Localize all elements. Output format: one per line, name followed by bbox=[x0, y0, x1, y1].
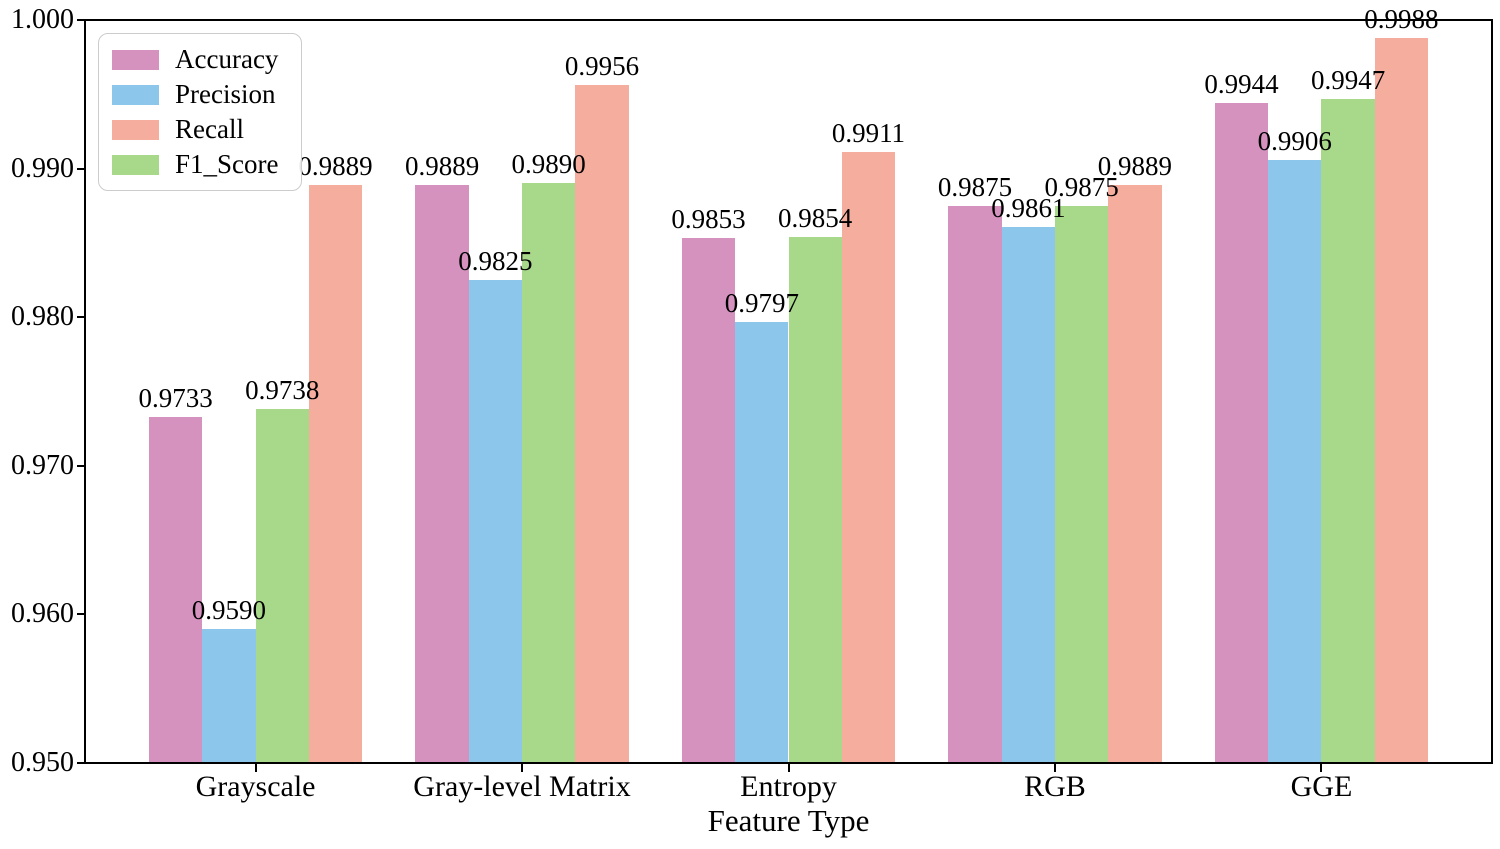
legend-entry-recall: Recall bbox=[112, 112, 279, 147]
bar-value-label: 0.9738 bbox=[245, 375, 320, 406]
legend-label: F1_Score bbox=[175, 149, 279, 179]
bar-recall-entropy bbox=[841, 152, 896, 762]
x-axis-title: Feature Type bbox=[707, 803, 870, 838]
y-tick-label: 0.970 bbox=[11, 449, 74, 481]
y-tick-mark bbox=[77, 762, 85, 764]
y-tick-label: 0.950 bbox=[11, 747, 74, 778]
bar-value-label: 0.9825 bbox=[458, 246, 533, 277]
x-tick-label-4: RGB bbox=[1024, 770, 1086, 803]
x-tick-mark bbox=[787, 764, 790, 772]
bar-value-label: 0.9733 bbox=[138, 382, 213, 413]
legend-swatch bbox=[112, 119, 159, 140]
bar-accuracy-gge bbox=[1214, 103, 1269, 762]
bar-value-label: 0.9988 bbox=[1364, 3, 1439, 34]
y-tick-label: 0.980 bbox=[11, 301, 74, 333]
legend-swatch bbox=[112, 49, 159, 70]
bar-value-label: 0.9956 bbox=[564, 51, 640, 82]
x-tick-mark bbox=[1320, 764, 1323, 772]
x-tick-label-2: Gray-level Matrix bbox=[413, 770, 631, 803]
bar-accuracy-gray-level-matrix bbox=[415, 184, 469, 762]
bar-f1_score-gge bbox=[1321, 98, 1375, 762]
bar-value-label: 0.9875 bbox=[937, 171, 1013, 202]
bar-precision-gge bbox=[1268, 159, 1322, 762]
legend-swatch bbox=[112, 84, 159, 105]
y-tick-mark bbox=[77, 316, 85, 319]
bar-value-label: 0.9911 bbox=[831, 118, 906, 149]
bar-recall-gray-level-matrix bbox=[575, 85, 629, 762]
legend-swatch bbox=[112, 154, 159, 175]
bar-f1_score-rgb bbox=[1054, 205, 1109, 762]
y-tick-label: 1.000 bbox=[11, 4, 74, 35]
legend-label: Precision bbox=[175, 79, 276, 109]
bar-precision-grayscale bbox=[202, 629, 256, 762]
legend: Accuracy Precision Recall F1_Score bbox=[98, 33, 302, 191]
bar-value-label: 0.9947 bbox=[1310, 64, 1386, 95]
bar-value-label: 0.9854 bbox=[778, 202, 853, 233]
x-tick-label-3: Entropy bbox=[740, 770, 837, 803]
y-tick-mark bbox=[77, 613, 85, 616]
bar-value-label: 0.9889 bbox=[1097, 150, 1173, 181]
x-tick-label-1: Grayscale bbox=[195, 770, 316, 803]
legend-label: Recall bbox=[175, 114, 244, 144]
bar-accuracy-grayscale bbox=[148, 416, 203, 762]
bar-value-label: 0.9944 bbox=[1204, 69, 1279, 100]
x-tick-mark bbox=[521, 764, 524, 772]
bar-f1_score-entropy bbox=[788, 236, 842, 762]
bar-precision-gray-level-matrix bbox=[468, 280, 522, 762]
bar-precision-entropy bbox=[735, 321, 789, 762]
y-tick-mark bbox=[77, 19, 85, 21]
y-tick-label: 0.960 bbox=[11, 598, 74, 630]
x-tick-mark bbox=[254, 764, 257, 772]
bar-precision-rgb bbox=[1001, 226, 1055, 762]
bar-value-label: 0.9890 bbox=[511, 149, 586, 180]
bar-recall-gge bbox=[1374, 37, 1429, 762]
legend-label: Accuracy bbox=[175, 44, 279, 74]
x-tick-label-5: GGE bbox=[1290, 770, 1353, 803]
bar-value-label: 0.9590 bbox=[191, 595, 267, 626]
bar-recall-grayscale bbox=[308, 184, 363, 762]
y-tick-mark bbox=[77, 464, 85, 467]
legend-entry-f1_score: F1_Score bbox=[112, 147, 279, 182]
bar-accuracy-rgb bbox=[948, 205, 1002, 762]
legend-entry-precision: Precision bbox=[112, 77, 279, 112]
x-tick-mark bbox=[1053, 764, 1056, 772]
bar-accuracy-entropy bbox=[681, 238, 736, 762]
bar-value-label: 0.9906 bbox=[1257, 125, 1332, 156]
bar-recall-rgb bbox=[1108, 184, 1162, 762]
bar-value-label: 0.9861 bbox=[991, 192, 1066, 223]
bar-value-label: 0.9875 bbox=[1044, 171, 1119, 202]
bar-value-label: 0.9797 bbox=[724, 287, 799, 318]
bar-value-label: 0.9889 bbox=[298, 150, 373, 181]
bar-f1_score-gray-level-matrix bbox=[522, 183, 576, 762]
bar-f1_score-grayscale bbox=[255, 409, 309, 762]
bar-value-label: 0.9889 bbox=[404, 150, 480, 181]
bar-value-label: 0.9853 bbox=[671, 204, 746, 235]
y-tick-label: 0.990 bbox=[11, 152, 74, 184]
legend-entry-accuracy: Accuracy bbox=[112, 42, 279, 77]
y-tick-mark bbox=[77, 167, 85, 170]
